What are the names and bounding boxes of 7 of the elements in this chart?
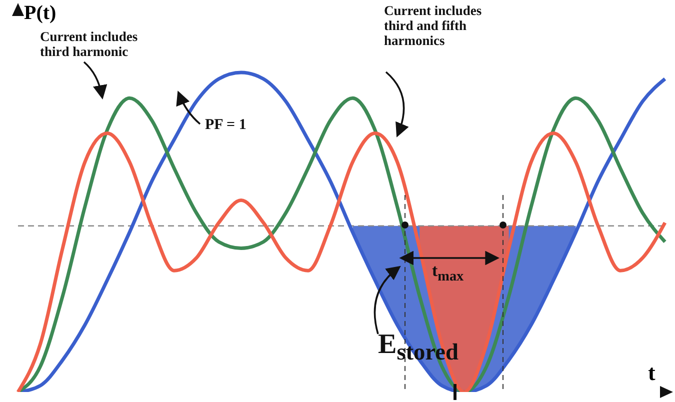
x-axis-title: t (648, 360, 656, 386)
annotation: t$_{max}$ (432, 261, 465, 285)
annotation: E$_{stored}$ (378, 329, 460, 366)
text: Current includes third harmonic (40, 29, 139, 60)
annotation: PF = 1 (205, 117, 248, 134)
text: Current includes third and fifth harmonics (384, 3, 483, 49)
y-axis-title: P(t) (24, 2, 56, 25)
